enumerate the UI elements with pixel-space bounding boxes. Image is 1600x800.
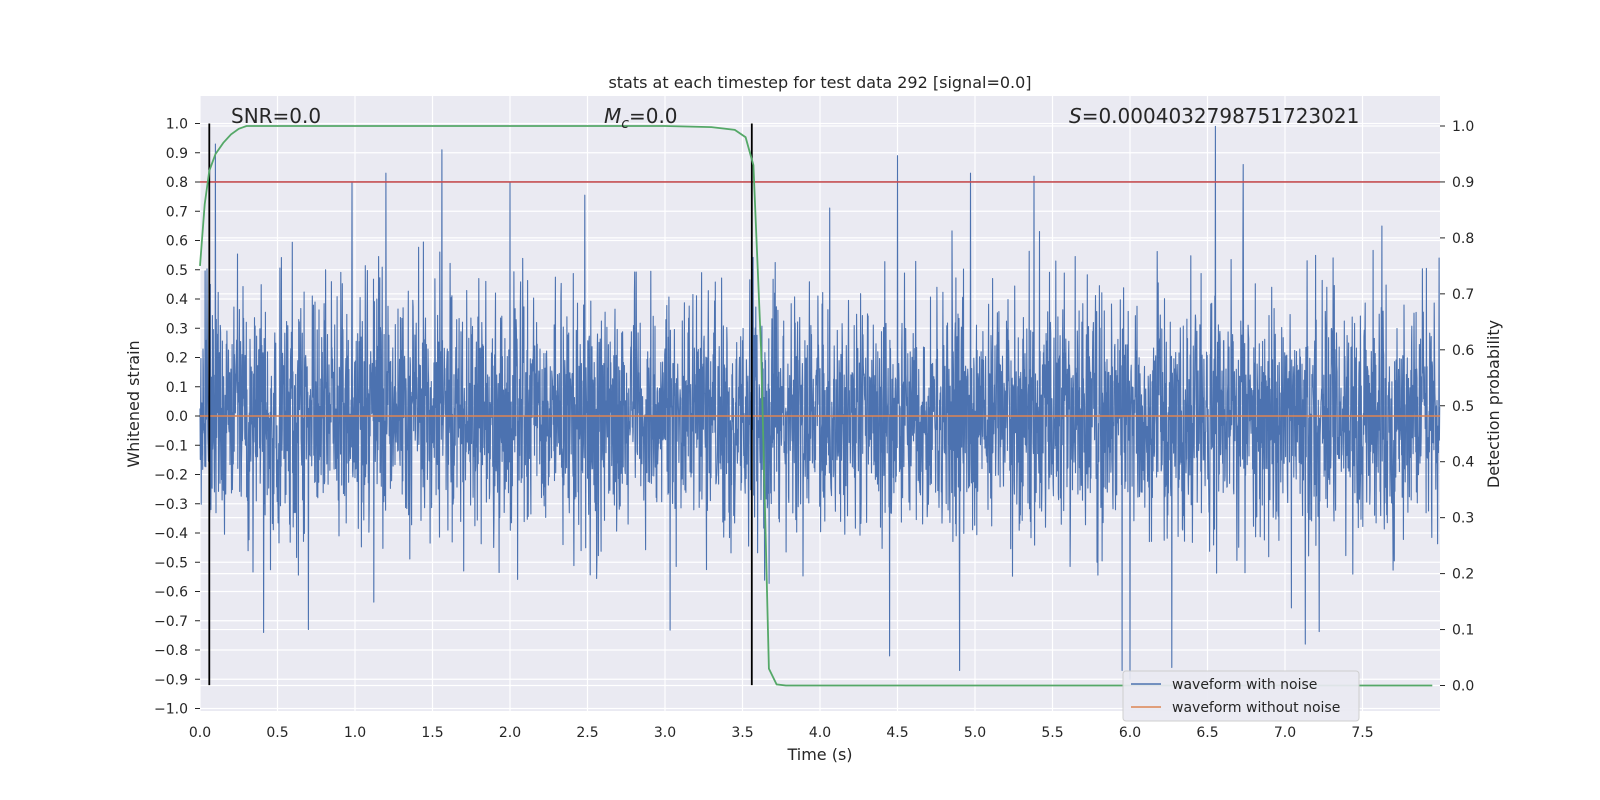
y2-tick-label: 0.9 — [1452, 175, 1474, 191]
y2-tick-label: 0.0 — [1452, 679, 1474, 695]
y2-tick-label: 0.6 — [1452, 343, 1474, 359]
x-tick-label: 0.0 — [189, 725, 211, 741]
y-tick-label: −0.3 — [154, 497, 188, 513]
y-tick-label: −0.8 — [154, 643, 188, 659]
y2-tick-label: 0.1 — [1452, 623, 1474, 639]
legend-label-clean: waveform without noise — [1172, 700, 1340, 716]
x-tick-label: 3.5 — [731, 725, 753, 741]
legend-box — [1122, 670, 1360, 722]
y-tick-label: −0.5 — [154, 555, 188, 571]
x-tick-label: 7.0 — [1274, 725, 1296, 741]
y-tick-label: 0.6 — [166, 234, 188, 250]
axis-ticks: 0.0 0.5 1.0 1.5 2.0 2.5 3.0 3.5 4.0 4.5 5.0 5.5 6.0 6… — [154, 117, 1474, 742]
y2-tick-label: 0.2 — [1452, 567, 1474, 583]
x-tick-label: 7.5 — [1351, 725, 1373, 741]
y2-tick-label: 1.0 — [1452, 119, 1474, 135]
y-tick-label: 0.8 — [166, 175, 188, 191]
legend: waveform with noise waveform without noi… — [1122, 670, 1360, 722]
chirp-mass-annotation: Mc=0.0 — [604, 104, 678, 132]
x-tick-label: 4.5 — [886, 725, 908, 741]
y-tick-label: 1.0 — [166, 117, 188, 133]
y2-tick-label: 0.5 — [1452, 399, 1474, 415]
x-tick-label: 4.0 — [809, 725, 831, 741]
x-tick-label: 6.5 — [1196, 725, 1218, 741]
y-tick-label: −0.6 — [154, 585, 188, 601]
y-tick-label: 0.7 — [166, 204, 188, 220]
noise-waveform — [199, 125, 1441, 680]
x-tick-label: 5.0 — [964, 725, 986, 741]
snr-annotation: SNR=0.0 — [231, 104, 321, 128]
noise-waveform-line — [199, 125, 1441, 680]
x-axis-label: Time (s) — [786, 745, 852, 764]
y-tick-label: −1.0 — [154, 702, 188, 718]
overlay-lines — [199, 123, 1440, 687]
x-tick-label: 3.0 — [654, 725, 676, 741]
y-tick-label: 0.4 — [166, 292, 188, 308]
x-tick-label: 6.0 — [1119, 725, 1141, 741]
x-tick-label: 2.5 — [576, 725, 598, 741]
y2-tick-label: 0.4 — [1452, 455, 1474, 471]
x-tick-label: 1.0 — [344, 725, 366, 741]
s-annotation: S=0.0004032798751723021 — [1069, 104, 1359, 128]
x-tick-label: 0.5 — [266, 725, 288, 741]
y2-tick-label: 0.8 — [1452, 231, 1474, 247]
y-tick-label: −0.9 — [154, 672, 188, 688]
x-tick-label: 2.0 — [499, 725, 521, 741]
y2-tick-label: 0.3 — [1452, 511, 1474, 527]
y-tick-label: 0.3 — [166, 321, 188, 337]
y-tick-label: 0.2 — [166, 351, 188, 367]
x-tick-label: 5.5 — [1041, 725, 1063, 741]
y-tick-label: −0.4 — [154, 526, 188, 542]
y-tick-label: 0.0 — [166, 409, 188, 425]
x-tick-label: 1.5 — [421, 725, 443, 741]
legend-label-noise: waveform with noise — [1172, 677, 1317, 693]
y-tick-label: 0.1 — [166, 380, 188, 396]
probability-line — [199, 125, 1433, 687]
y-axis-label: Whitened strain — [124, 340, 143, 467]
y-tick-label: 0.5 — [166, 263, 188, 279]
y-tick-label: −0.2 — [154, 468, 188, 484]
y2-tick-label: 0.7 — [1452, 287, 1474, 303]
chart-title: stats at each timestep for test data 292… — [608, 73, 1031, 92]
y-tick-label: 0.9 — [166, 146, 188, 162]
y-tick-label: −0.1 — [154, 438, 188, 454]
y-tick-label: −0.7 — [154, 614, 188, 630]
y2-axis-label: Detection probability — [1484, 320, 1503, 488]
